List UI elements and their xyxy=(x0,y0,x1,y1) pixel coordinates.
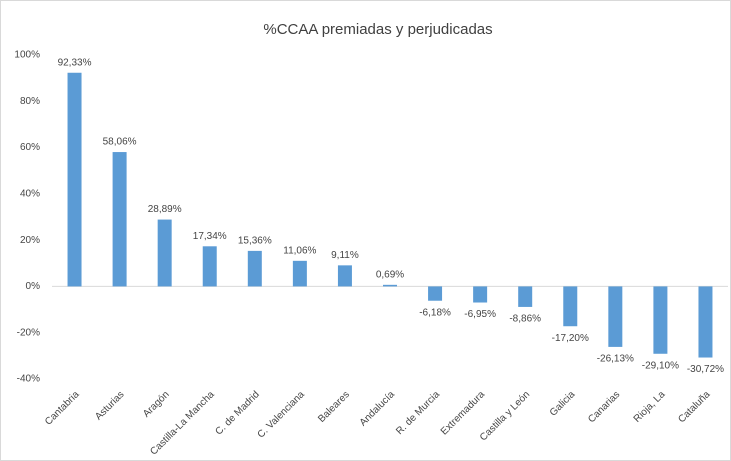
value-label: 15,36% xyxy=(238,236,272,247)
chart-title: %CCAA premiadas y perjudicadas xyxy=(263,21,492,38)
value-label: -30,72% xyxy=(687,364,724,375)
bar xyxy=(337,265,352,287)
bar xyxy=(67,72,82,287)
y-tick-label: 0% xyxy=(26,281,41,292)
value-label: -6,18% xyxy=(419,307,451,318)
value-label: 17,34% xyxy=(193,231,227,242)
y-tick-label: 60% xyxy=(20,142,40,153)
bar xyxy=(202,246,217,287)
bar xyxy=(383,284,397,287)
value-label: 28,89% xyxy=(148,204,182,215)
value-label: -6,95% xyxy=(464,309,496,320)
bar xyxy=(518,286,533,307)
value-label: -29,10% xyxy=(642,360,679,371)
bar xyxy=(247,250,262,287)
bar xyxy=(563,286,578,327)
bar xyxy=(292,260,307,287)
y-tick-label: 20% xyxy=(20,235,40,246)
bar xyxy=(653,286,668,354)
bar xyxy=(698,286,713,358)
value-label: -26,13% xyxy=(597,354,634,365)
value-label: 58,06% xyxy=(103,137,137,148)
value-label: 11,06% xyxy=(283,245,316,256)
bar xyxy=(473,286,488,303)
y-tick-label: 80% xyxy=(20,96,40,107)
y-tick-label: -20% xyxy=(17,327,40,338)
bar xyxy=(428,286,443,301)
bar xyxy=(608,286,623,347)
value-label: -8,86% xyxy=(509,314,541,325)
bar xyxy=(112,152,127,287)
y-tick-label: -40% xyxy=(17,374,40,385)
y-tick-label: 100% xyxy=(14,50,40,61)
y-tick-label: 40% xyxy=(20,188,40,199)
bar xyxy=(157,219,172,287)
value-label: -17,20% xyxy=(552,333,589,344)
value-label: 9,11% xyxy=(331,250,359,261)
value-label: 0,69% xyxy=(376,269,404,280)
value-label: 92,33% xyxy=(58,57,92,68)
